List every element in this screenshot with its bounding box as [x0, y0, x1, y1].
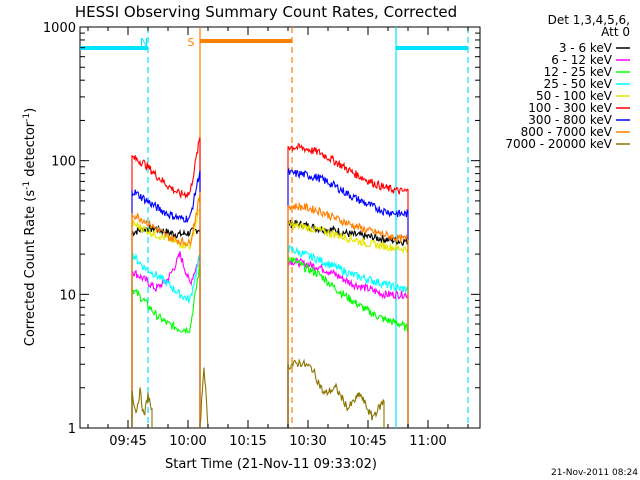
x-tick-label: 10:15 — [229, 434, 266, 449]
x-tick-label: 10:30 — [289, 434, 326, 449]
legend-label: 7000 - 20000 keV — [505, 137, 612, 151]
legend-header-line2: Att 0 — [601, 25, 630, 39]
series-line-2 — [131, 263, 201, 428]
series-line-4 — [287, 220, 409, 428]
y-tick-label: 1 — [68, 422, 76, 437]
footer-date: 21-Nov-2011 08:24 — [551, 468, 638, 478]
flag-label: S — [188, 36, 195, 49]
x-axis-label: Start Time (21-Nov-11 09:33:02) — [165, 457, 377, 472]
x-tick-label: 09:45 — [109, 434, 146, 449]
y-axis-label: Corrected Count Rate (s-1 detector-1) — [22, 108, 38, 346]
legend-label: 6 - 12 keV — [551, 53, 613, 67]
plot-frame — [79, 26, 481, 429]
series-line-2 — [287, 256, 409, 428]
series-line-8 — [287, 358, 385, 428]
legend-label: 800 - 7000 keV — [521, 125, 613, 139]
y-axis-label-sup1: -1 — [22, 181, 32, 190]
series-line-3 — [287, 244, 409, 428]
x-tick-label: 10:45 — [349, 434, 386, 449]
y-axis-label-end: ) — [23, 108, 38, 113]
x-tick-label: 10:00 — [169, 434, 206, 449]
legend-label: 100 - 300 keV — [528, 101, 612, 115]
series-line-4 — [131, 209, 201, 428]
series-line-7 — [287, 201, 409, 428]
series-group — [131, 137, 409, 429]
y-tick-label: 100 — [51, 155, 76, 170]
legend-label: 25 - 50 keV — [544, 77, 613, 91]
plot-border — [79, 26, 481, 429]
y-tick-label: 1000 — [43, 21, 76, 36]
series-line-6 — [131, 170, 201, 428]
chart-title: HESSI Observing Summary Count Rates, Cor… — [75, 3, 457, 21]
series-line-7 — [131, 191, 201, 428]
x-tick-label: 11:00 — [409, 434, 446, 449]
series-line-8 — [131, 387, 153, 428]
flag-label: N — [140, 36, 148, 49]
series-line-8 — [199, 367, 209, 429]
legend-label: 300 - 800 keV — [528, 113, 612, 127]
y-tick-label: 10 — [59, 288, 76, 303]
legend-label: 3 - 6 keV — [559, 41, 613, 55]
series-line-1 — [131, 251, 201, 428]
series-line-6 — [287, 167, 409, 428]
y-axis-label-sup2: -1 — [22, 113, 32, 122]
legend-header-line1: Det 1,3,4,5,6, — [548, 13, 630, 27]
series-line-5 — [131, 137, 201, 428]
y-axis-label-mid: detector — [23, 121, 38, 181]
series-line-3 — [131, 252, 201, 428]
y-axis-label-main: Corrected Count Rate (s — [23, 190, 38, 347]
axes-group: 09:45 10:00 10:15 10:30 10:45 11:00 1 10 100 1000 — [43, 21, 480, 449]
legend-label: 12 - 25 keV — [544, 65, 613, 79]
legend-label: 50 - 100 keV — [536, 89, 613, 103]
series-line-5 — [287, 142, 409, 428]
